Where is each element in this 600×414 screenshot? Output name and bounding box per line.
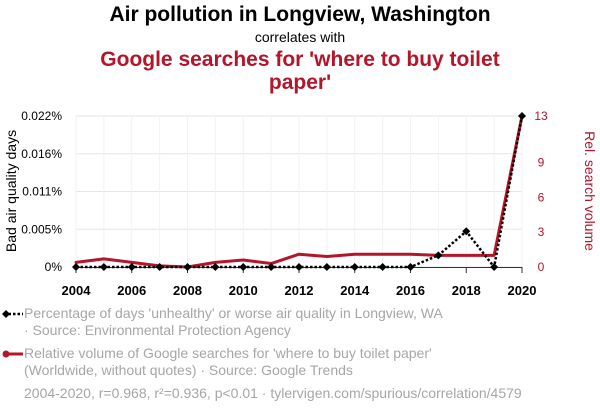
legend-text-air-quality: Percentage of days 'unhealthy' or worse … xyxy=(24,305,443,321)
x-tick-label-5: 2014 xyxy=(340,283,370,298)
series-line-search-volume xyxy=(74,114,524,269)
legend: Percentage of days 'unhealthy' or worse … xyxy=(0,305,600,379)
legend-item-air-quality: Percentage of days 'unhealthy' or worse … xyxy=(0,305,600,339)
y-left-tick-label-0: 0% xyxy=(45,260,63,274)
y-right-tick-label-4: 13 xyxy=(534,109,548,123)
data-point-air-quality-2007 xyxy=(155,263,164,271)
x-tick-label-0: 2004 xyxy=(62,283,92,298)
data-point-air-quality-2008 xyxy=(183,263,192,271)
chart-title-secondary: Google searches for 'where to buy toilet… xyxy=(100,48,500,94)
data-point-air-quality-2005 xyxy=(99,263,108,271)
chart-subtitle: correlates with xyxy=(254,29,346,45)
x-tick-label-2: 2008 xyxy=(173,283,202,298)
y-left-tick-label-2: 0.011% xyxy=(22,185,62,199)
data-point-air-quality-2010 xyxy=(239,263,248,271)
legend-text-search-volume: Relative volume of Google searches for '… xyxy=(24,345,432,361)
series-layer xyxy=(72,112,526,271)
x-tick-label-7: 2018 xyxy=(452,283,481,298)
legend-source-search-volume: (Worldwide, without quotes) · Source: Go… xyxy=(24,362,353,378)
x-tick-label-6: 2016 xyxy=(396,283,425,298)
data-point-air-quality-2017 xyxy=(434,251,443,260)
y-left-tick-label-1: 0.005% xyxy=(21,222,62,236)
y-left-tick-label-3: 0.016% xyxy=(21,147,62,161)
footer-stats: 2004-2020, r=0.968, r²=0.936, p<0.01 · t… xyxy=(24,385,522,401)
data-point-air-quality-2020 xyxy=(518,112,526,120)
data-point-air-quality-2012 xyxy=(295,263,303,271)
chart-title: Air pollution in Longview, Washington xyxy=(109,3,491,26)
x-tick-label-3: 2010 xyxy=(229,283,258,298)
legend-swatch-search-volume xyxy=(2,350,23,358)
x-tick-label-1: 2006 xyxy=(117,283,146,298)
legend-item-search-volume: Relative volume of Google searches for '… xyxy=(0,345,600,379)
y-right-tick-label-2: 6 xyxy=(538,190,545,204)
y-axis-title-left: Bad air quality days xyxy=(3,130,19,252)
y-right-tick-label-1: 3 xyxy=(538,225,545,239)
data-point-air-quality-2011 xyxy=(267,263,276,271)
data-point-air-quality-2016 xyxy=(406,263,415,271)
data-point-air-quality-2015 xyxy=(378,263,387,271)
y-right-tick-label-0: 0 xyxy=(538,260,545,274)
data-point-air-quality-2009 xyxy=(211,263,220,271)
data-point-air-quality-2013 xyxy=(322,263,331,271)
data-point-air-quality-2019 xyxy=(490,263,499,271)
data-point-air-quality-2006 xyxy=(127,263,136,271)
y-right-tick-label-3: 9 xyxy=(538,155,545,169)
x-tick-label-8: 2020 xyxy=(508,283,537,298)
chart-svg: 0% 0.005% 0.011% 0.016% 0.022% 0 3 6 9 13 2004 2006… xyxy=(3,109,598,298)
data-point-air-quality-2018 xyxy=(462,227,471,236)
grid xyxy=(75,115,523,268)
x-tick-label-4: 2012 xyxy=(285,283,314,298)
y-axis-title-right: Rel. search volume xyxy=(582,131,598,251)
legend-source-air-quality: · Source: Environmental Protection Agenc… xyxy=(24,322,291,338)
data-point-air-quality-2014 xyxy=(350,263,359,271)
axes: 0% 0.005% 0.011% 0.016% 0.022% 0 3 6 9 13 2004 2006… xyxy=(3,109,598,298)
legend-swatch-air-quality xyxy=(2,310,23,318)
data-point-air-quality-2004 xyxy=(72,263,80,271)
y-left-tick-label-4: 0.022% xyxy=(21,109,62,123)
